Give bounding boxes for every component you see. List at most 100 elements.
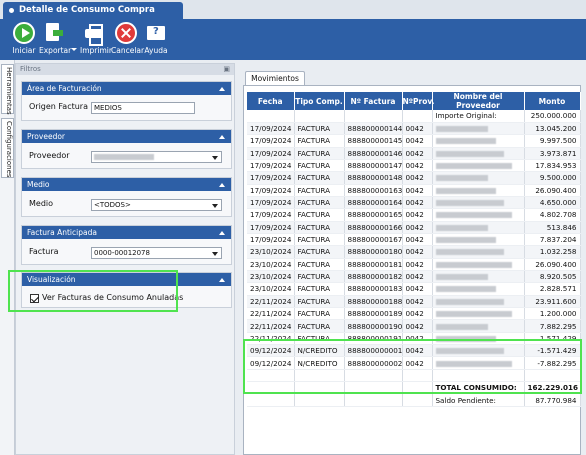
table-row[interactable]: 23/10/2024 FACTURA 888800000181 0042 26.090.… bbox=[247, 258, 581, 271]
table-row[interactable]: 17/09/2024 FACTURA 888800000166 0042 513.846 bbox=[247, 221, 581, 234]
cell-prov: 0042 bbox=[402, 221, 433, 234]
cell-nombre bbox=[432, 122, 525, 136]
table-row[interactable]: 23/10/2024 FACTURA 888800000180 0042 1.032.2… bbox=[247, 245, 581, 259]
cell-prov: 0042 bbox=[402, 319, 433, 333]
cell-factura: 888800000001 bbox=[344, 344, 403, 358]
ver-anuladas-checkbox[interactable] bbox=[30, 294, 39, 303]
col-prov[interactable]: NºProv. bbox=[402, 92, 434, 110]
nombre-redacted bbox=[435, 335, 496, 342]
saldo-value: 87.770.984 bbox=[524, 393, 581, 407]
cell-factura: 888800000147 bbox=[344, 159, 403, 173]
medio-select[interactable]: <TODOS> bbox=[91, 199, 222, 211]
table-row[interactable]: 09/12/2024 N/CREDITO 888800000002 0042 -7.88… bbox=[247, 356, 581, 370]
cell-prov: 0042 bbox=[402, 147, 433, 160]
pin-icon[interactable]: ▣ bbox=[223, 65, 230, 73]
group-head-medio[interactable]: Medio bbox=[22, 178, 231, 191]
cell-tipo: FACTURA bbox=[294, 159, 345, 173]
cell-monto: 26.090.400 bbox=[524, 184, 581, 197]
origen-factura-select[interactable]: MEDIOS bbox=[91, 102, 195, 114]
group-medio: Medio Medio <TODOS> bbox=[21, 177, 232, 217]
cell-prov: 0042 bbox=[402, 171, 433, 185]
cell-prov: 0042 bbox=[402, 344, 433, 358]
tab-configuraciones[interactable]: Configuraciones bbox=[1, 118, 14, 178]
cell-nombre bbox=[432, 319, 525, 333]
cell-tipo: N/CREDITO bbox=[294, 344, 345, 358]
col-tipo[interactable]: Tipo Comp. bbox=[294, 92, 345, 110]
group-head-area[interactable]: Área de Facturación bbox=[22, 82, 231, 95]
imprimir-button[interactable]: Imprimir bbox=[80, 22, 112, 55]
iniciar-button[interactable]: Iniciar bbox=[11, 22, 37, 55]
group-head-factura[interactable]: Factura Anticipada bbox=[22, 226, 231, 239]
table-row[interactable]: 22/11/2024 FACTURA 888800000191 0042 1.571.4… bbox=[247, 332, 581, 346]
table-row[interactable]: 22/11/2024 FACTURA 888800000188 0042 23.911.… bbox=[247, 295, 581, 309]
nombre-redacted bbox=[435, 274, 488, 281]
factura-select[interactable]: 0000-00012078 bbox=[91, 247, 222, 259]
cell-monto: 9.997.500 bbox=[524, 134, 581, 148]
table-row[interactable]: 17/09/2024 FACTURA 888800000164 0042 4.650.0… bbox=[247, 196, 581, 210]
col-monto[interactable]: Monto bbox=[524, 92, 581, 110]
nombre-redacted bbox=[435, 237, 496, 244]
cell-tipo: FACTURA bbox=[294, 270, 345, 284]
collapse-visualizacion-icon[interactable] bbox=[219, 278, 225, 282]
tab-herramientas[interactable]: Herramientas bbox=[1, 64, 14, 115]
collapse-area-icon[interactable] bbox=[219, 87, 225, 91]
cell-monto: -7.882.295 bbox=[524, 356, 581, 370]
cell-prov: 0042 bbox=[402, 233, 433, 247]
table-row[interactable]: Importe Original: 250.000.000 bbox=[247, 110, 581, 123]
col-fecha[interactable]: Fecha bbox=[247, 92, 295, 110]
cell-tipo: FACTURA bbox=[294, 245, 345, 259]
table-row[interactable]: 17/09/2024 FACTURA 888800000146 0042 3.973.8… bbox=[247, 147, 581, 160]
table-row[interactable]: 17/09/2024 FACTURA 888800000147 0042 17.834.… bbox=[247, 159, 581, 173]
window-tab[interactable]: Detalle de Consumo Compra Anticipada bbox=[3, 2, 183, 32]
col-nombre[interactable]: Nombre del Proveedor bbox=[432, 92, 525, 110]
group-head-visualizacion[interactable]: Visualización bbox=[22, 273, 231, 286]
table-row[interactable]: 17/09/2024 FACTURA 888800000144 0042 13.045.… bbox=[247, 122, 581, 136]
nombre-redacted bbox=[435, 323, 488, 330]
proveedor-redacted bbox=[94, 154, 154, 160]
origen-factura-label: Origen Factura bbox=[29, 102, 88, 111]
nombre-redacted bbox=[435, 163, 512, 170]
col-factura[interactable]: Nº Factura bbox=[344, 92, 403, 110]
cell-prov: 0042 bbox=[402, 270, 433, 284]
cell-tipo: FACTURA bbox=[294, 221, 345, 234]
saldo-label: Saldo Pendiente: bbox=[432, 393, 525, 407]
importe-original-label: Importe Original: bbox=[432, 110, 525, 123]
table-row[interactable]: 17/09/2024 FACTURA 888800000165 0042 4.802.7… bbox=[247, 208, 581, 222]
cell-tipo: N/CREDITO bbox=[294, 356, 345, 370]
table-row[interactable]: 22/11/2024 FACTURA 888800000190 0042 7.882.2… bbox=[247, 319, 581, 333]
chevron-down-icon bbox=[212, 156, 218, 160]
nombre-redacted bbox=[435, 360, 512, 367]
cell-nombre bbox=[432, 171, 525, 185]
cell-nombre bbox=[432, 282, 525, 296]
nombre-redacted bbox=[435, 126, 488, 133]
collapse-factura-icon[interactable] bbox=[219, 231, 225, 235]
factura-label: Factura bbox=[29, 247, 59, 256]
exportar-dropdown-icon[interactable] bbox=[71, 48, 77, 51]
table-row[interactable]: 17/09/2024 FACTURA 888800000163 0042 26.090.… bbox=[247, 184, 581, 197]
cell-prov: 0042 bbox=[402, 159, 433, 173]
table-row[interactable]: 23/10/2024 FACTURA 888800000183 0042 2.828.5… bbox=[247, 282, 581, 296]
table-row[interactable]: 17/09/2024 FACTURA 888800000148 0042 9.500.0… bbox=[247, 171, 581, 185]
cell-prov: 0042 bbox=[402, 332, 433, 346]
table-row[interactable]: 09/12/2024 N/CREDITO 888800000001 0042 -1.57… bbox=[247, 344, 581, 358]
proveedor-select[interactable] bbox=[91, 151, 222, 163]
cell-nombre bbox=[432, 147, 525, 160]
group-visualizacion: Visualización Ver Facturas de Consumo An… bbox=[21, 272, 232, 308]
nombre-redacted bbox=[435, 224, 488, 231]
cancelar-button[interactable]: Cancelar bbox=[111, 22, 144, 55]
exportar-button[interactable]: Exportar bbox=[39, 22, 71, 55]
collapse-proveedor-icon[interactable] bbox=[219, 135, 225, 139]
cell-nombre bbox=[432, 159, 525, 173]
cell-nombre bbox=[432, 332, 525, 346]
cell-nombre bbox=[432, 344, 525, 358]
cell-tipo: FACTURA bbox=[294, 307, 345, 321]
collapse-medio-icon[interactable] bbox=[219, 183, 225, 187]
group-head-proveedor[interactable]: Proveedor bbox=[22, 130, 231, 143]
table-row[interactable]: 23/10/2024 FACTURA 888800000182 0042 8.920.5… bbox=[247, 270, 581, 284]
ayuda-button[interactable]: Ayuda bbox=[144, 22, 168, 55]
table-row[interactable]: 17/09/2024 FACTURA 888800000167 0042 7.837.2… bbox=[247, 233, 581, 247]
tab-movimientos[interactable]: Movimientos bbox=[245, 71, 305, 85]
group-proveedor: Proveedor Proveedor bbox=[21, 129, 232, 169]
table-row[interactable]: 22/11/2024 FACTURA 888800000189 0042 1.200.0… bbox=[247, 307, 581, 321]
table-row[interactable]: 17/09/2024 FACTURA 888800000145 0042 9.997.5… bbox=[247, 134, 581, 148]
